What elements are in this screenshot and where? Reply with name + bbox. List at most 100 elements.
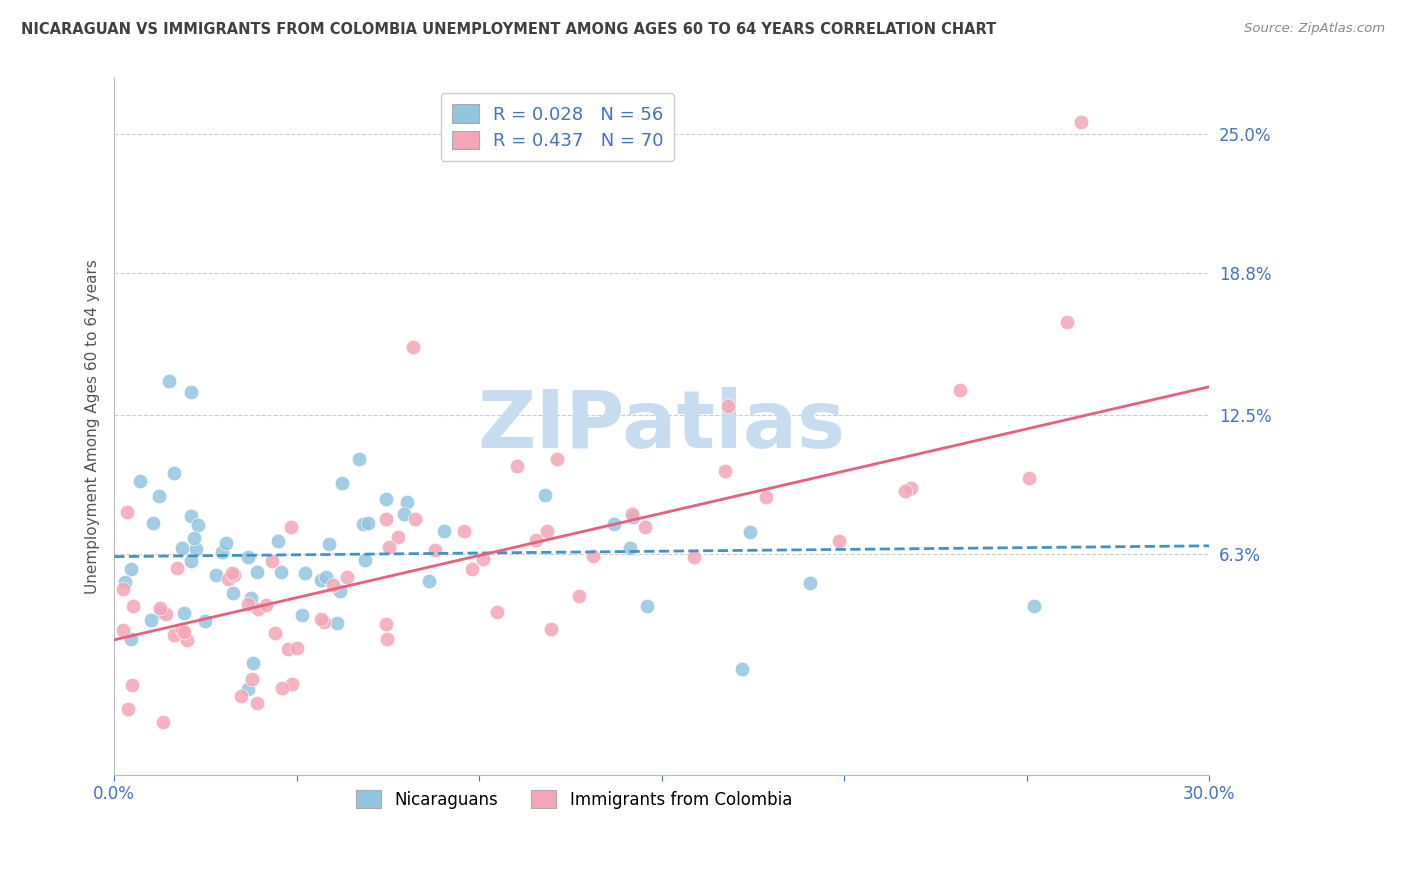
Point xyxy=(172,622,194,636)
Point xyxy=(129,474,152,488)
Point xyxy=(267,534,290,549)
Point xyxy=(173,625,195,640)
Point xyxy=(221,566,243,581)
Point xyxy=(120,562,142,576)
Text: NICARAGUAN VS IMMIGRANTS FROM COLOMBIA UNEMPLOYMENT AMONG AGES 60 TO 64 YEARS CO: NICARAGUAN VS IMMIGRANTS FROM COLOMBIA U… xyxy=(21,22,997,37)
Point xyxy=(236,597,259,611)
Point xyxy=(375,632,398,646)
Y-axis label: Unemployment Among Ages 60 to 64 years: Unemployment Among Ages 60 to 64 years xyxy=(86,259,100,593)
Point xyxy=(318,537,340,551)
Point xyxy=(121,678,143,692)
Point xyxy=(731,662,754,676)
Point xyxy=(173,606,195,620)
Point xyxy=(634,520,657,534)
Point xyxy=(152,714,174,729)
Point xyxy=(277,642,299,657)
Point xyxy=(291,607,314,622)
Point xyxy=(568,589,591,603)
Point xyxy=(894,483,917,498)
Point xyxy=(352,517,374,532)
Point xyxy=(194,614,217,628)
Point xyxy=(1022,599,1045,613)
Point xyxy=(148,488,170,502)
Point xyxy=(322,578,344,592)
Point xyxy=(121,632,143,646)
Point xyxy=(392,508,415,522)
Point xyxy=(239,591,262,605)
Point xyxy=(242,656,264,670)
Point xyxy=(619,541,641,556)
Point xyxy=(374,491,396,506)
Point xyxy=(1070,115,1092,129)
Point xyxy=(620,508,643,522)
Point xyxy=(799,575,821,590)
Point xyxy=(246,696,269,710)
Point xyxy=(395,495,418,509)
Point xyxy=(356,516,378,530)
Point xyxy=(330,476,353,491)
Point xyxy=(150,605,173,619)
Point xyxy=(374,512,396,526)
Point xyxy=(285,640,308,655)
Point xyxy=(621,510,644,524)
Point xyxy=(682,550,704,565)
Point xyxy=(254,598,277,612)
Point xyxy=(122,599,145,613)
Point xyxy=(236,550,259,565)
Point xyxy=(260,553,283,567)
Point xyxy=(326,616,349,631)
Point xyxy=(263,626,285,640)
Point xyxy=(180,385,202,400)
Point xyxy=(315,570,337,584)
Point xyxy=(540,623,562,637)
Point xyxy=(536,524,558,538)
Point xyxy=(183,531,205,545)
Point xyxy=(738,524,761,539)
Point xyxy=(166,561,188,575)
Point xyxy=(229,689,252,703)
Point xyxy=(755,490,778,504)
Point xyxy=(270,566,292,580)
Point xyxy=(142,516,165,530)
Point xyxy=(211,545,233,559)
Point xyxy=(187,517,209,532)
Point xyxy=(1018,471,1040,485)
Text: Source: ZipAtlas.com: Source: ZipAtlas.com xyxy=(1244,22,1385,36)
Point xyxy=(349,452,371,467)
Point xyxy=(180,508,202,523)
Point xyxy=(180,554,202,568)
Point xyxy=(433,524,456,538)
Point xyxy=(603,516,626,531)
Point xyxy=(471,552,494,566)
Point xyxy=(336,570,359,584)
Point xyxy=(294,566,316,581)
Point xyxy=(246,602,269,616)
Point xyxy=(534,488,557,502)
Point xyxy=(115,505,138,519)
Point xyxy=(236,681,259,696)
Point xyxy=(240,672,263,686)
Point xyxy=(378,540,401,554)
Point xyxy=(163,467,186,481)
Point xyxy=(402,340,425,354)
Point xyxy=(329,583,352,598)
Point xyxy=(717,399,740,413)
Point xyxy=(217,572,239,586)
Point xyxy=(117,702,139,716)
Point xyxy=(271,681,294,696)
Point xyxy=(246,566,269,580)
Point xyxy=(900,482,922,496)
Point xyxy=(423,543,446,558)
Point xyxy=(163,628,186,642)
Point xyxy=(155,607,177,621)
Point xyxy=(222,568,245,582)
Point xyxy=(204,568,226,582)
Point xyxy=(524,533,547,547)
Point xyxy=(546,452,568,467)
Point xyxy=(139,614,162,628)
Point xyxy=(309,573,332,587)
Point xyxy=(506,458,529,473)
Point xyxy=(149,600,172,615)
Point xyxy=(214,536,236,550)
Point xyxy=(176,632,198,647)
